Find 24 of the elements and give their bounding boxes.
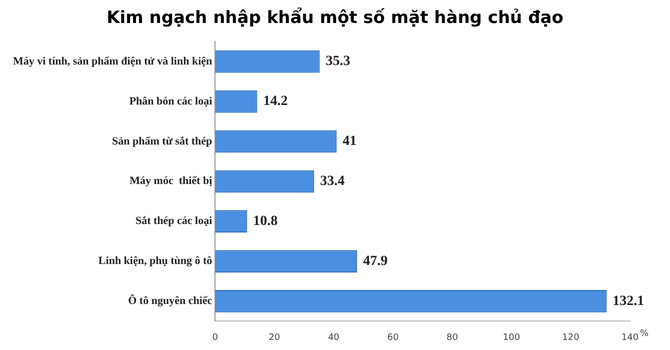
x-tick-label: 140 bbox=[621, 332, 639, 343]
x-tick-label: 20 bbox=[268, 332, 280, 343]
y-tick-label: Sắt thép các loại bbox=[135, 215, 212, 228]
x-tick-label: 120 bbox=[562, 332, 580, 343]
chart-title: Kim ngạch nhập khẩu một số mặt hàng chủ đạo bbox=[106, 8, 564, 30]
x-tick-label: 80 bbox=[446, 332, 458, 343]
y-tick-label: Linh kiện, phụ tùng ô tô bbox=[98, 255, 213, 268]
y-tick-label: Máy vi tính, sản phẩm điện tử và linh kiện bbox=[12, 55, 212, 68]
x-tick-label: 100 bbox=[502, 332, 520, 343]
y-tick-label: Ô tô nguyên chiếc bbox=[128, 294, 212, 308]
y-tick-label: Sản phẩm từ sắt thép bbox=[112, 135, 212, 148]
y-tick-label: Phân bón các loại bbox=[129, 95, 212, 108]
data-label: 47.9 bbox=[363, 254, 388, 269]
data-label: 132.1 bbox=[612, 294, 644, 309]
x-tick-label: 0 bbox=[212, 332, 218, 343]
data-label: 41 bbox=[342, 134, 357, 150]
data-label: 35.3 bbox=[326, 54, 350, 70]
y-tick-label: Máy móc thiết bị bbox=[130, 175, 212, 188]
data-label: 33.4 bbox=[320, 174, 345, 190]
x-tick-label: 60 bbox=[387, 332, 399, 343]
data-label: 14.2 bbox=[263, 94, 288, 110]
x-axis-title: % bbox=[640, 329, 649, 340]
x-tick-label: 40 bbox=[328, 332, 340, 343]
data-label: 10.8 bbox=[253, 214, 278, 229]
